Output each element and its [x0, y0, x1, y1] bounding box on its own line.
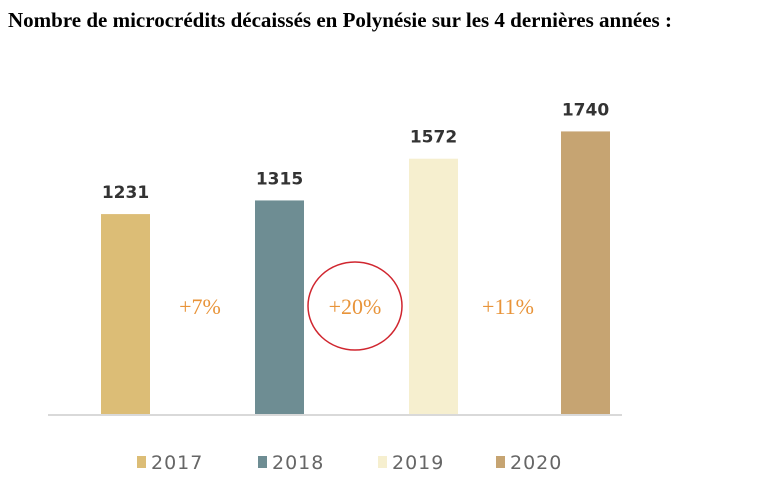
legend-swatch-2020 — [496, 456, 505, 468]
bar-2017 — [101, 214, 150, 414]
legend-label-2020: 2020 — [510, 452, 562, 474]
data-label-2020: 1740 — [562, 100, 609, 120]
bar-2020 — [561, 131, 610, 414]
growth-label: +11% — [482, 294, 534, 319]
legend-swatch-2017 — [137, 456, 146, 468]
legend-swatch-2018 — [258, 456, 267, 468]
data-label-2018: 1315 — [256, 169, 303, 189]
legend-label-2018: 2018 — [272, 452, 324, 474]
growth-label: +20% — [329, 294, 382, 319]
bar-2019 — [409, 158, 458, 414]
growth-label: +7% — [179, 294, 221, 319]
legend-swatch-2019 — [378, 456, 387, 468]
data-label-2017: 1231 — [102, 183, 149, 203]
chart-title: Nombre de microcrédits décaissés en Poly… — [8, 8, 672, 32]
bar-2018 — [255, 200, 304, 414]
data-label-2019: 1572 — [410, 128, 457, 148]
legend-label-2019: 2019 — [392, 452, 444, 474]
highlight-circle — [307, 261, 403, 351]
legend-label-2017: 2017 — [151, 452, 203, 474]
